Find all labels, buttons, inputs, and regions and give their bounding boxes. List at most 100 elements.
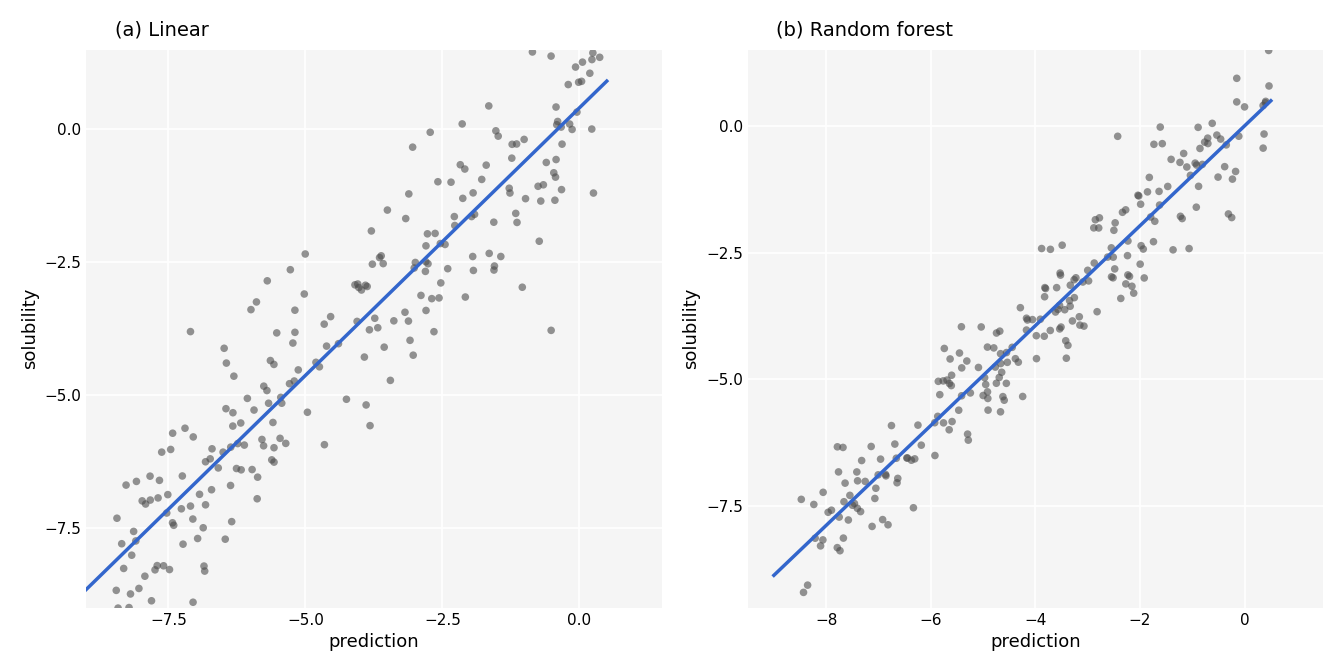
Point [528,236,550,247]
Point [950,321,972,332]
Point [153,560,175,571]
Point [993,395,1015,406]
Point [1187,122,1208,133]
Point [1149,200,1171,210]
Point [829,546,851,556]
Point [261,454,282,465]
Point [870,454,891,464]
Point [132,495,153,506]
Point [259,355,281,366]
Point [194,566,215,577]
Point [949,347,970,358]
Point [294,249,316,259]
Point [1054,304,1075,315]
Point [1058,340,1079,351]
Point [230,464,251,475]
Point [985,362,1007,372]
Point [977,342,999,353]
Point [797,580,818,591]
Point [415,266,437,277]
Point [530,196,551,206]
Point [399,335,421,345]
Point [276,438,297,449]
Point [1130,241,1152,251]
Point [941,416,962,427]
Point [427,176,449,187]
Point [1228,131,1250,142]
Point [183,597,204,607]
Point [974,379,996,390]
Point [284,376,305,386]
Point [828,511,849,522]
Point [1044,306,1066,317]
Point [551,184,573,195]
Point [1198,138,1219,149]
Point [405,257,426,268]
Point [415,305,437,316]
Point [105,585,126,596]
Point [1253,142,1274,153]
Point [862,521,883,532]
Point [226,463,247,474]
Point [125,536,146,546]
Point [1206,130,1227,140]
Point [887,473,909,484]
Point [929,389,950,400]
Point [141,595,163,606]
Point [989,407,1011,417]
Point [997,357,1019,368]
Point [116,480,137,491]
Point [355,280,376,290]
Point [1116,278,1137,289]
X-axis label: prediction: prediction [991,633,1081,651]
Point [402,142,423,153]
Point [470,174,492,185]
Point [1083,222,1105,233]
Point [513,134,535,144]
Point [355,400,376,411]
Point [1066,272,1087,283]
Point [950,390,972,401]
Text: (b) Random forest: (b) Random forest [777,21,953,40]
Point [991,367,1012,378]
Point [884,439,906,450]
Point [247,472,269,482]
Point [1140,212,1161,222]
Point [1040,244,1062,255]
Point [1078,276,1099,286]
Point [832,442,853,453]
Point [313,319,335,329]
Point [128,583,149,594]
Point [903,503,925,513]
Point [367,323,388,333]
Point [146,560,168,571]
Point [379,375,401,386]
Point [175,423,196,433]
Point [181,513,203,524]
Point [371,251,392,261]
Point [855,476,876,487]
Point [1207,172,1228,183]
Point [579,68,601,79]
Point [543,167,564,178]
Point [939,353,961,364]
Point [989,348,1011,359]
Point [258,398,280,409]
Point [847,475,868,486]
Point [118,602,140,613]
Point [989,326,1011,337]
Point [1077,265,1098,276]
Point [421,293,442,304]
Point [933,417,954,428]
Point [1148,186,1169,197]
Point [956,355,977,366]
Point [157,489,179,500]
Point [398,316,419,327]
Point [113,563,134,574]
Point [977,393,999,404]
Point [1117,250,1138,261]
Point [160,444,181,455]
Point [347,316,368,327]
Point [430,278,452,288]
Point [476,160,497,171]
